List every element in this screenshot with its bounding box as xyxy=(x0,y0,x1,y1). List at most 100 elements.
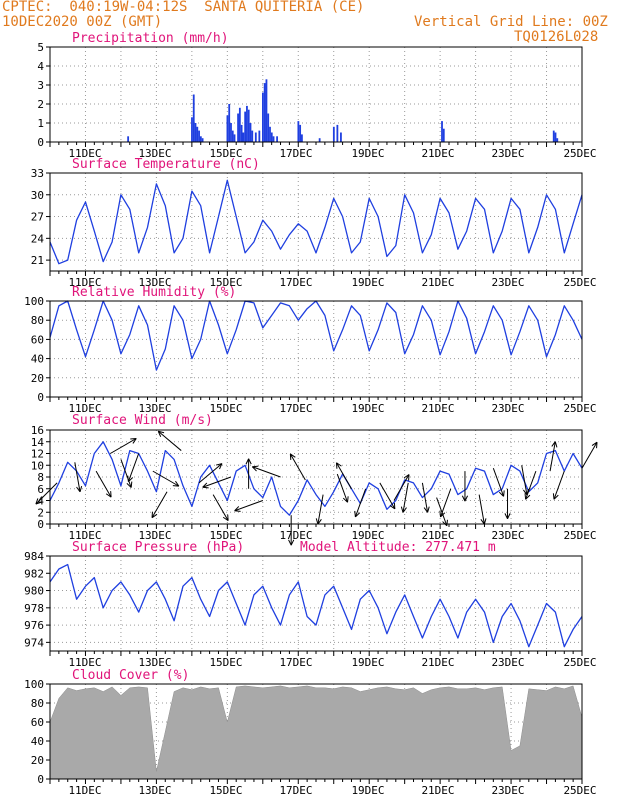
temperature-line xyxy=(49,179,583,265)
x-tick-label: 19DEC xyxy=(351,276,384,289)
x-tick-label: 19DEC xyxy=(351,147,384,160)
x-tick-label: 11DEC xyxy=(68,402,101,415)
wind-arrow-shaft xyxy=(212,494,229,521)
x-tick-label: 21DEC xyxy=(421,147,454,160)
precip-bar xyxy=(192,94,195,142)
x-tick-label: 15DEC xyxy=(209,147,242,160)
wind-arrow-shaft xyxy=(581,441,598,469)
y-tick-label: 27 xyxy=(31,211,44,224)
pressure-line xyxy=(49,563,583,648)
y-tick-label: 40 xyxy=(31,353,44,366)
wind-arrow-head xyxy=(79,485,83,492)
wind-arrow-shaft xyxy=(440,488,452,518)
x-tick-label: 15DEC xyxy=(209,529,242,542)
panel-title: Cloud Cover (%) xyxy=(72,668,189,683)
x-tick-label: 25DEC xyxy=(563,784,596,797)
precip-bar xyxy=(237,113,239,142)
wind-arrow-head xyxy=(552,493,555,500)
wind-arrow-head xyxy=(128,477,134,483)
y-tick-label: 8 xyxy=(37,471,44,484)
precip-bar xyxy=(240,124,243,142)
wind-arrow-head xyxy=(336,462,342,467)
precip-bar xyxy=(226,115,229,142)
x-tick-label: 15DEC xyxy=(209,656,242,669)
precip-bar xyxy=(332,126,335,142)
wind-arrow-shaft xyxy=(354,488,367,518)
x-tick-label: 17DEC xyxy=(279,402,312,415)
panel-title: Precipitation (mm/h) xyxy=(72,31,229,46)
wind-arrow-head xyxy=(504,513,508,519)
header-line1: CPTEC: 040:19W-04:12S SANTA QUITERIA (CE… xyxy=(2,0,365,15)
wind-arrow-head xyxy=(126,483,132,488)
precip-bar xyxy=(299,124,302,142)
x-tick-label: 13DEC xyxy=(138,529,171,542)
wind-arrow-shaft xyxy=(110,438,137,454)
wind-arrow-head xyxy=(523,489,528,496)
wind-arrow-head xyxy=(35,498,39,505)
precip-bar xyxy=(244,111,247,142)
precip-bar xyxy=(297,121,300,142)
wind-arrow-head xyxy=(461,495,466,502)
wind-arrow-head xyxy=(216,463,223,466)
precip-bar xyxy=(246,105,248,142)
wind-arrow-shaft xyxy=(379,482,396,510)
x-tick-label: 11DEC xyxy=(68,656,101,669)
y-tick-label: 24 xyxy=(31,232,45,245)
wind-arrow-head xyxy=(315,518,319,525)
precip-bar xyxy=(194,123,197,142)
wind-arrow-head xyxy=(175,480,180,487)
y-tick-label: 33 xyxy=(31,167,44,180)
wind-arrow-head xyxy=(245,458,250,465)
panel-frame xyxy=(49,300,583,398)
precip-bar xyxy=(276,136,278,142)
y-tick-label: 0 xyxy=(37,136,44,149)
precip-bar xyxy=(199,136,202,142)
precip-bar xyxy=(340,132,342,142)
wind-arrow-shaft xyxy=(198,463,223,484)
wind-arrow-head xyxy=(427,506,430,513)
panel-title: Relative Humidity (%) xyxy=(72,285,236,300)
wind-arrow-head xyxy=(234,510,241,512)
x-tick-label: 23DEC xyxy=(491,402,524,415)
panel-pressure: 974 976 978 980 982 984 11DEC 13DEC 15DEC 17DEC 19… xyxy=(24,540,596,669)
x-tick-label: 17DEC xyxy=(279,784,312,797)
wind-arrow-shaft xyxy=(74,462,81,492)
wind-arrow-shaft xyxy=(553,470,565,500)
wind-arrow-head xyxy=(525,494,531,500)
wind-arrow-head xyxy=(132,438,137,444)
x-tick-label: 19DEC xyxy=(351,784,384,797)
wind-arrow-shaft xyxy=(317,494,324,525)
y-tick-label: 21 xyxy=(31,254,44,267)
precip-bar xyxy=(269,126,271,142)
wind-arrow-head xyxy=(76,486,81,493)
wind-arrow-shaft xyxy=(151,491,168,518)
x-tick-label: 13DEC xyxy=(138,784,171,797)
wind-arrow-head xyxy=(483,518,487,525)
x-tick-label: 13DEC xyxy=(138,147,171,160)
x-tick-label: 11DEC xyxy=(68,529,101,542)
y-tick-label: 12 xyxy=(31,448,44,461)
precip-bar xyxy=(242,132,245,142)
wind-arrow-head xyxy=(551,441,556,447)
precip-bar xyxy=(441,121,443,142)
wind-arrow-shaft xyxy=(478,494,485,525)
y-tick-label: 1 xyxy=(37,117,44,130)
x-tick-label: 21DEC xyxy=(421,529,454,542)
wind-arrow-head xyxy=(354,510,356,517)
x-tick-label: 21DEC xyxy=(421,784,454,797)
x-tick-label: 25DEC xyxy=(563,529,596,542)
x-tick-label: 23DEC xyxy=(491,784,524,797)
precip-bar xyxy=(258,130,261,142)
x-tick-label: 21DEC xyxy=(421,656,454,669)
wind-arrow-head xyxy=(158,430,165,434)
precip-bar xyxy=(336,124,339,142)
header-right1: Vertical Grid Line: 00Z xyxy=(414,14,608,30)
y-tick-label: 984 xyxy=(24,550,44,563)
wind-arrow-shaft xyxy=(549,441,556,472)
precip-bar xyxy=(554,132,557,142)
x-tick-label: 15DEC xyxy=(209,402,242,415)
precip-bar xyxy=(263,83,266,142)
y-tick-label: 978 xyxy=(24,602,44,615)
x-tick-label: 19DEC xyxy=(351,656,384,669)
precip-bar xyxy=(249,123,252,142)
